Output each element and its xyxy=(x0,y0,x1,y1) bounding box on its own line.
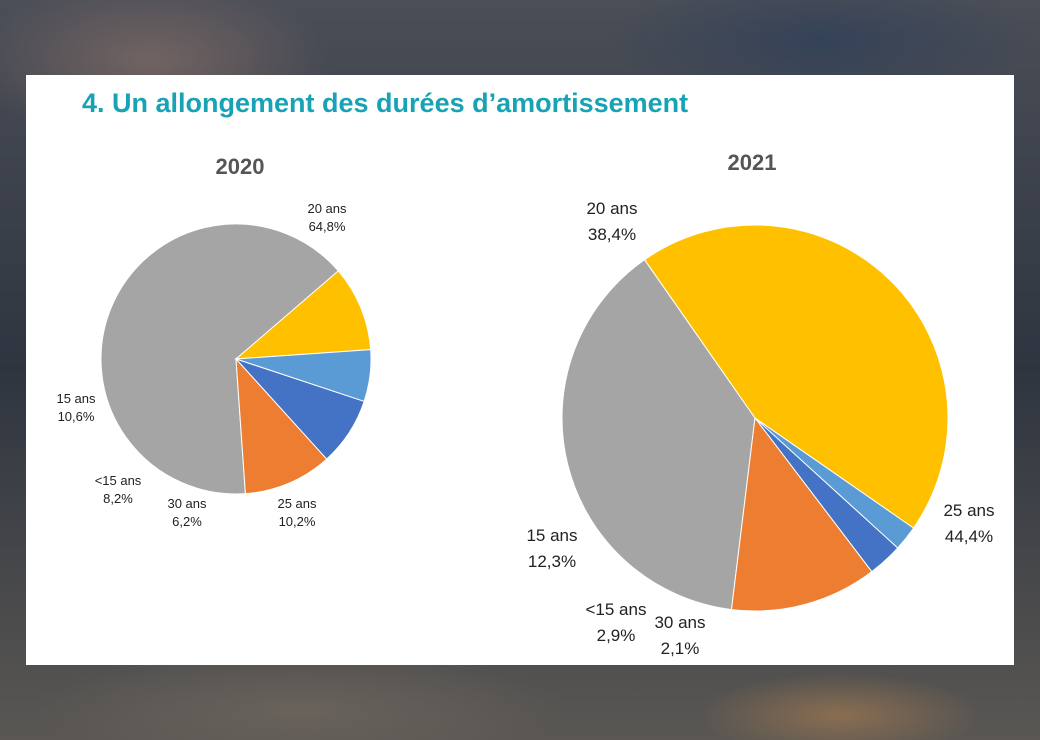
slice-label-name: 25 ans xyxy=(277,496,317,511)
slice-label-name: 30 ans xyxy=(167,496,207,511)
slice-label-2020-25ans: 25 ans 10,2% xyxy=(277,496,317,529)
slice-label-value: 6,2% xyxy=(172,514,202,529)
slice-label-name: 25 ans xyxy=(943,501,994,520)
chart-title-2020: 2020 xyxy=(216,154,265,179)
slice-label-value: 38,4% xyxy=(588,225,636,244)
pie-slice-2020-25ans xyxy=(234,270,372,360)
slice-label-value: 10,2% xyxy=(279,514,316,529)
slice-label-2020-15ans: <15 ans 8,2% xyxy=(95,473,142,506)
pie-chart-2020: 2020 20 ans 64,8% 25 ans 10,2% 30 ans 6,2% <15… xyxy=(56,154,372,529)
slice-label-value: 12,3% xyxy=(528,552,576,571)
pie-slice-2020-15ans xyxy=(235,357,328,495)
slice-label-2020-15ans: 15 ans 10,6% xyxy=(56,391,96,424)
chart-title-2021: 2021 xyxy=(728,150,777,175)
slice-label-2020-20ans: 20 ans 64,8% xyxy=(307,201,347,234)
slide-title: 4. Un allongement des durées d’amortisse… xyxy=(82,88,689,118)
slice-label-value: 44,4% xyxy=(945,527,993,546)
pie-chart-2021: 2021 20 ans 38,4% 25 ans 44,4% 30 ans 2,1% <15… xyxy=(526,150,994,658)
slice-label-2021-15ans: <15 ans 2,9% xyxy=(586,600,647,645)
pie-slice-2021-25ans xyxy=(643,224,949,529)
slice-label-value: 8,2% xyxy=(103,491,133,506)
pie-slice-2021-15ans xyxy=(730,416,873,612)
slice-label-value: 2,1% xyxy=(661,639,700,658)
slice-label-2020-30ans: 30 ans 6,2% xyxy=(167,496,207,529)
slice-label-name: 15 ans xyxy=(526,526,577,545)
slice-label-2021-30ans: 30 ans 2,1% xyxy=(654,613,705,658)
slice-label-name: <15 ans xyxy=(586,600,647,619)
slice-label-name: 30 ans xyxy=(654,613,705,632)
slice-label-name: 15 ans xyxy=(56,391,96,406)
slice-label-value: 10,6% xyxy=(58,409,95,424)
slice-label-2021-25ans: 25 ans 44,4% xyxy=(943,501,994,546)
slice-label-name: <15 ans xyxy=(95,473,142,488)
slice-label-value: 64,8% xyxy=(309,219,346,234)
slice-label-name: 20 ans xyxy=(307,201,347,216)
pie-slice-2021-20ans xyxy=(561,259,756,611)
pie-slice-2020-20ans xyxy=(100,223,340,495)
slice-label-2021-15ans: 15 ans 12,3% xyxy=(526,526,577,571)
slice-label-2021-20ans: 20 ans 38,4% xyxy=(586,199,637,244)
slice-label-value: 2,9% xyxy=(597,626,636,645)
slice-label-name: 20 ans xyxy=(586,199,637,218)
